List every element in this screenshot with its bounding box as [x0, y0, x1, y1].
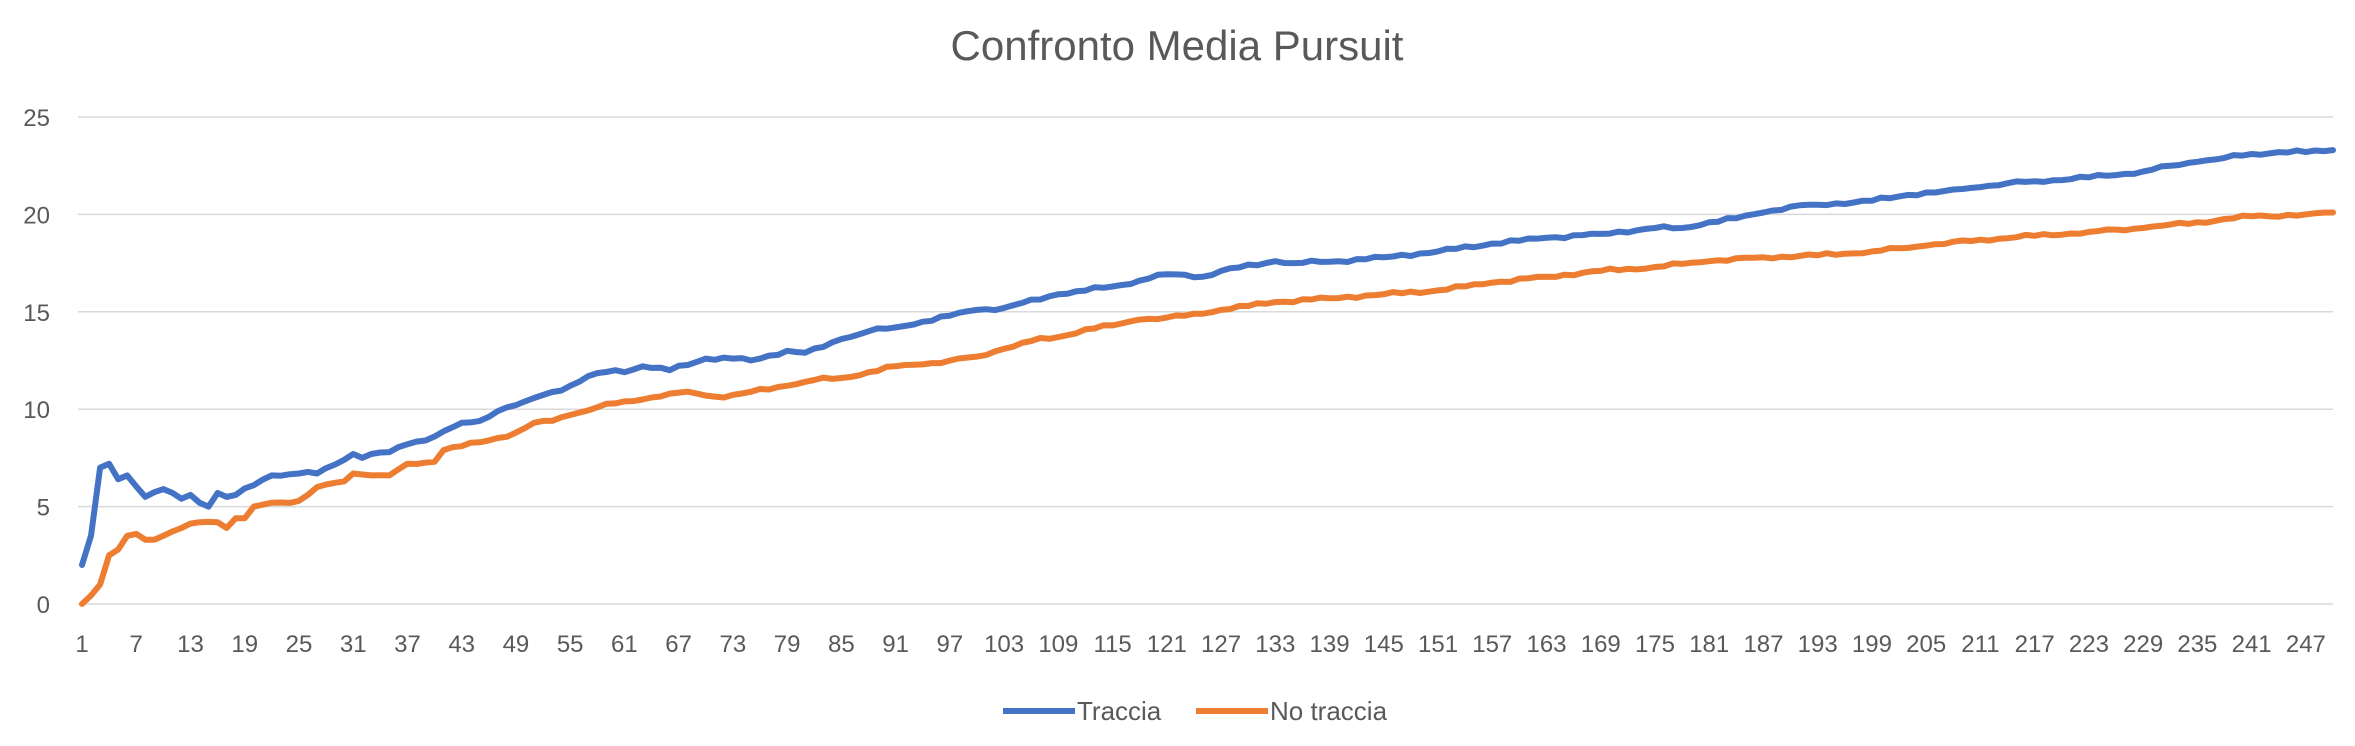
x-tick-label: 205	[1906, 631, 1946, 658]
x-tick-label: 13	[177, 631, 204, 658]
x-tick-label: 145	[1364, 631, 1404, 658]
x-tick-label: 109	[1038, 631, 1078, 658]
x-tick-label: 55	[557, 631, 584, 658]
x-tick-label: 187	[1743, 631, 1783, 658]
y-tick-label: 0	[37, 592, 50, 619]
x-tick-label: 7	[130, 631, 143, 658]
y-axis-tick-labels: 0 5 10 15 20 25	[23, 105, 50, 619]
x-tick-label: 1	[75, 631, 88, 658]
x-tick-label: 133	[1255, 631, 1295, 658]
x-tick-label: 67	[665, 631, 692, 658]
series-line-traccia	[79, 147, 2336, 568]
gridlines	[78, 116, 2333, 605]
y-tick-label: 5	[37, 495, 50, 522]
x-tick-label: 103	[984, 631, 1024, 658]
y-tick-label: 10	[23, 397, 50, 424]
x-tick-label: 163	[1526, 631, 1566, 658]
x-tick-label: 217	[2015, 631, 2055, 658]
legend-label-traccia: Traccia	[1077, 696, 1162, 726]
x-tick-label: 97	[937, 631, 964, 658]
x-tick-label: 43	[448, 631, 475, 658]
series-lines	[79, 147, 2336, 607]
x-tick-label: 127	[1201, 631, 1241, 658]
y-tick-label: 20	[23, 202, 50, 229]
legend: Traccia No traccia	[1003, 696, 1388, 726]
x-tick-label: 37	[394, 631, 421, 658]
x-tick-label: 235	[2177, 631, 2217, 658]
x-tick-label: 91	[882, 631, 909, 658]
x-tick-label: 25	[286, 631, 313, 658]
x-tick-label: 223	[2069, 631, 2109, 658]
x-tick-label: 139	[1310, 631, 1350, 658]
x-tick-label: 19	[231, 631, 258, 658]
x-tick-label: 73	[720, 631, 747, 658]
x-tick-label: 49	[503, 631, 530, 658]
x-tick-label: 85	[828, 631, 855, 658]
x-tick-label: 151	[1418, 631, 1458, 658]
series-line-no-traccia	[79, 209, 2336, 607]
x-tick-label: 121	[1147, 631, 1187, 658]
y-tick-label: 15	[23, 300, 50, 327]
legend-item-traccia: Traccia	[1003, 696, 1162, 726]
x-tick-label: 241	[2232, 631, 2272, 658]
x-tick-label: 211	[1961, 631, 1999, 658]
x-tick-label: 229	[2123, 631, 2163, 658]
x-tick-label: 115	[1093, 631, 1131, 658]
x-tick-label: 169	[1581, 631, 1621, 658]
x-tick-label: 199	[1852, 631, 1892, 658]
x-tick-label: 79	[774, 631, 801, 658]
x-tick-label: 31	[340, 631, 367, 658]
x-axis-tick-labels: 1 7 13 19 25 31 37 43 49 55 61 67 73 79 85 91 97 103 109 11…	[75, 631, 2326, 658]
x-tick-label: 61	[611, 631, 638, 658]
x-tick-label: 157	[1472, 631, 1512, 658]
y-tick-label: 25	[23, 105, 50, 132]
x-tick-label: 193	[1798, 631, 1838, 658]
x-tick-label: 175	[1635, 631, 1675, 658]
x-tick-label: 181	[1689, 631, 1729, 658]
x-tick-label: 247	[2286, 631, 2326, 658]
chart-title: Confronto Media Pursuit	[951, 22, 1404, 69]
legend-label-no-traccia: No traccia	[1270, 696, 1388, 726]
legend-item-no-traccia: No traccia	[1196, 696, 1388, 726]
